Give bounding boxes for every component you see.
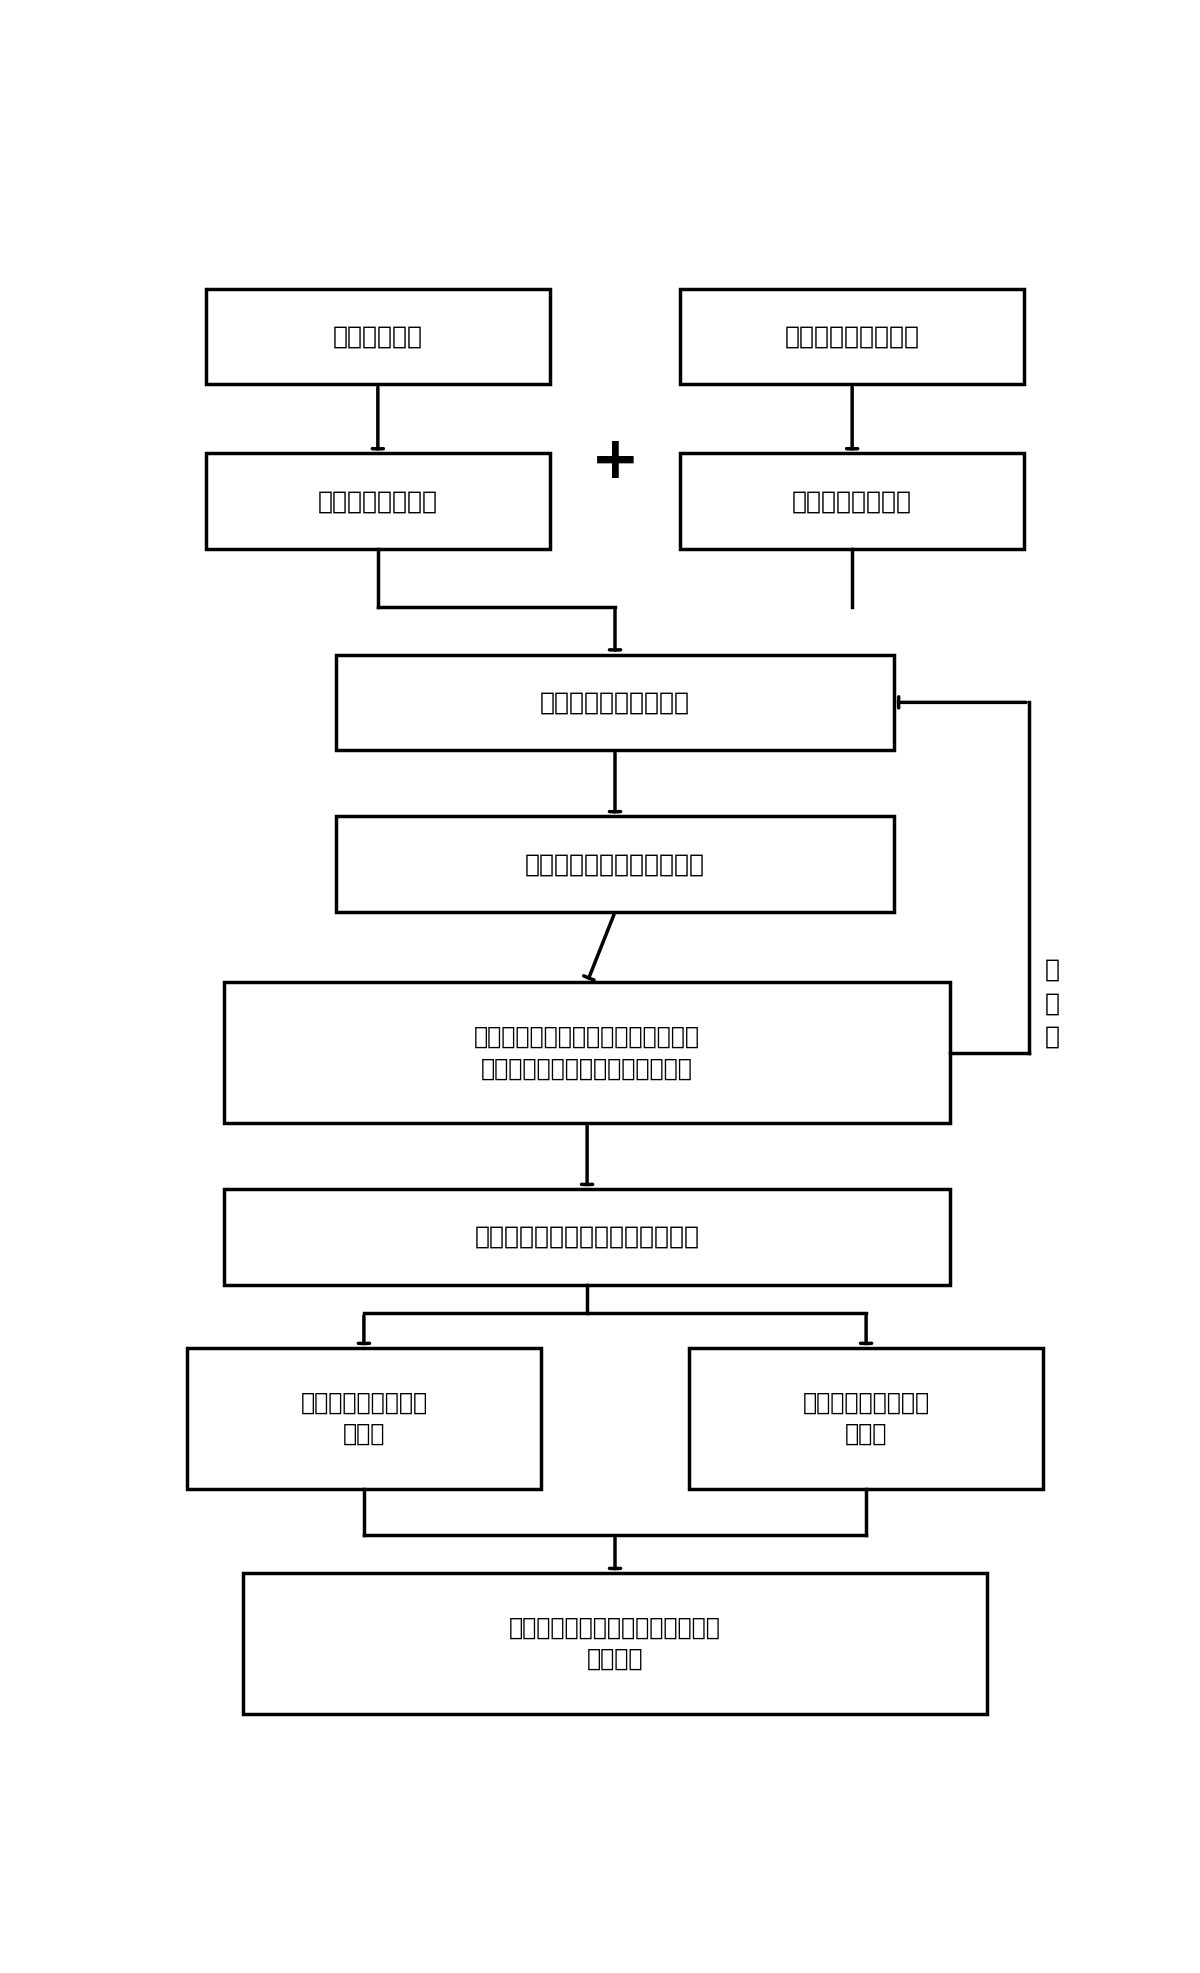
FancyBboxPatch shape [689,1348,1043,1490]
Text: 未
通
过: 未 通 过 [1044,959,1060,1050]
Text: 分析碳酸盐岩结构非均质性和流体分
布不均性对纵波频散和衰减的影响: 分析碳酸盐岩结构非均质性和流体分 布不均性对纵波频散和衰减的影响 [474,1024,700,1081]
FancyBboxPatch shape [187,1348,540,1490]
Text: 超声频率实验数据校
正图板: 超声频率实验数据校 正图板 [300,1391,427,1446]
Text: 地层频率地层数据校
正图板: 地层频率地层数据校 正图板 [803,1391,930,1446]
Text: 碳酸盐岩储层孔隙度、含气饱和度
定量解释: 碳酸盐岩储层孔隙度、含气饱和度 定量解释 [509,1616,721,1671]
Text: 双重双重孔隙结构方程: 双重双重孔隙结构方程 [540,691,690,714]
Text: 岩石实验测测: 岩石实验测测 [332,326,422,349]
FancyBboxPatch shape [336,817,894,912]
FancyBboxPatch shape [224,1190,950,1284]
FancyBboxPatch shape [680,454,1024,548]
Text: +: + [590,434,640,491]
FancyBboxPatch shape [242,1572,986,1715]
FancyBboxPatch shape [336,655,894,750]
FancyBboxPatch shape [224,983,950,1123]
Text: 岩石样本衰减计算: 岩石样本衰减计算 [318,489,438,513]
Text: 构建碳酸盐岩岩石物理模型: 构建碳酸盐岩岩石物理模型 [526,852,706,876]
Text: 储层地层衰减提取: 储层地层衰减提取 [792,489,912,513]
FancyBboxPatch shape [206,288,550,385]
Text: 结合衰减，构建储层岩石物理图板: 结合衰减，构建储层岩石物理图板 [475,1225,700,1249]
FancyBboxPatch shape [680,288,1024,385]
Text: 测井解释，地层资料: 测井解释，地层资料 [785,326,919,349]
FancyBboxPatch shape [206,454,550,548]
